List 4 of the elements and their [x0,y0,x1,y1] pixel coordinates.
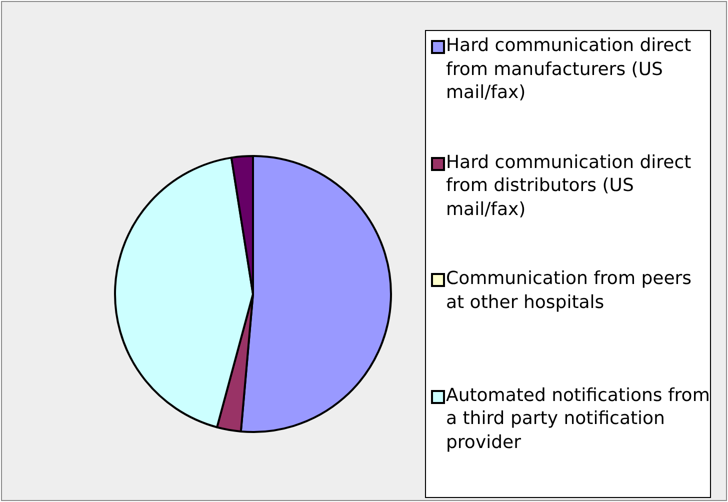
legend-label: Communication from peers at other hospitals [446,268,692,312]
legend-label: Hard communication direct from distributors (US mail/fax) [446,152,692,220]
legend-label: Automated notifications from a third party notification provider [446,384,710,452]
legend-label: Hard communication direct from manufacturers (US mail/fax) [446,35,692,103]
